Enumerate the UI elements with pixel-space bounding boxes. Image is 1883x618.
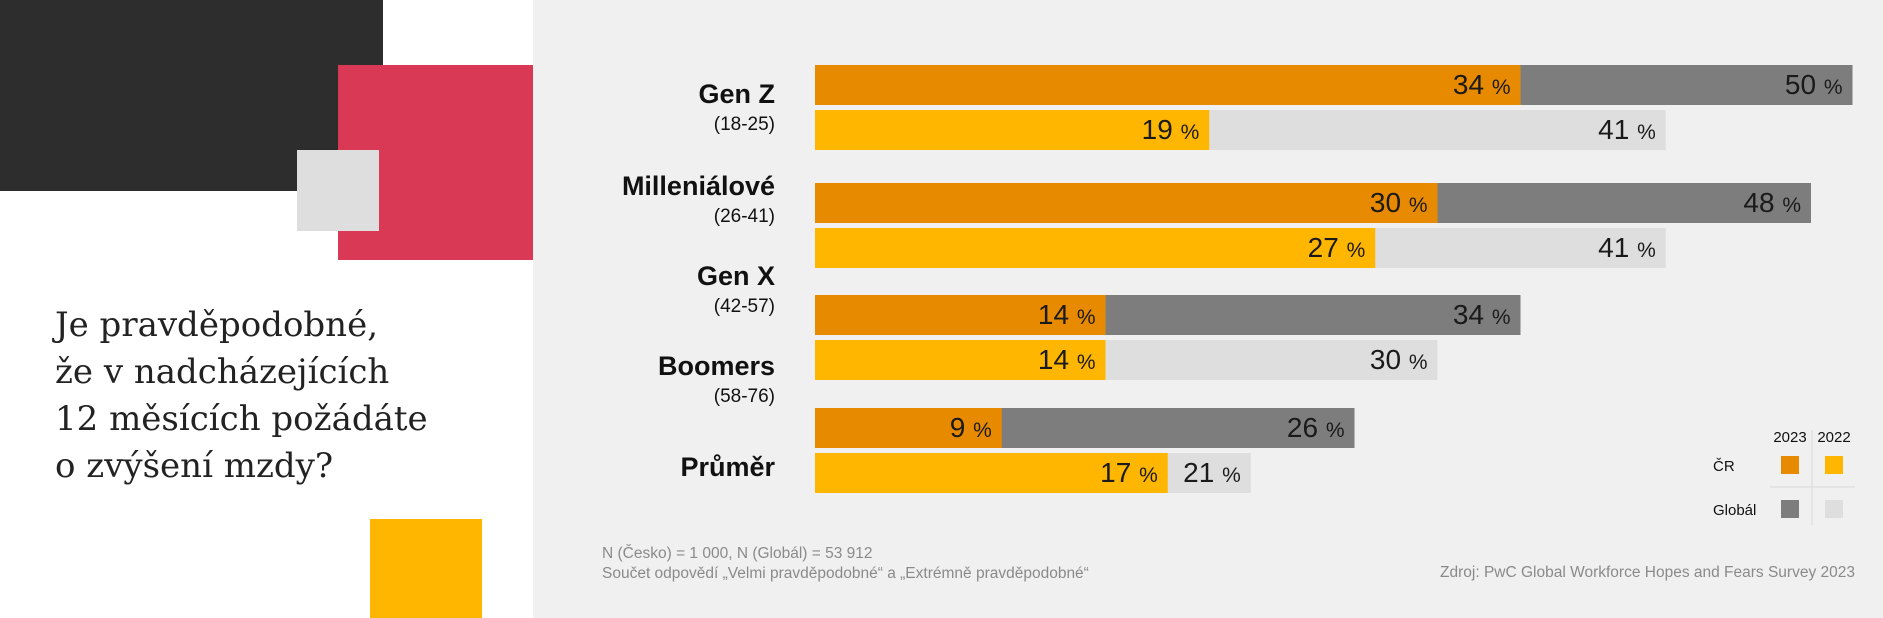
category-age-range: (58-76) [714, 386, 775, 407]
bar-cr-2022 [815, 110, 1210, 150]
data-label-global-2022: 41 % [1598, 114, 1656, 145]
data-label-global-2023: 50 % [1785, 69, 1843, 100]
question-line: o zvýšení mzdy? [55, 446, 334, 486]
legend-swatch-globál-2023 [1781, 500, 1799, 518]
legend-swatch-čr-2022 [1825, 456, 1843, 474]
bar-cr-2023 [815, 183, 1438, 223]
bar-cr-2022 [815, 453, 1168, 493]
decor-yellow-block [370, 519, 482, 618]
legend-year-2022: 2022 [1817, 429, 1850, 446]
bar-cr-2022 [815, 228, 1376, 268]
data-label-cr-2023: 14 % [1038, 299, 1096, 330]
question-line: Je pravděpodobné, [55, 305, 378, 345]
data-label-cr-2022: 17 % [1100, 457, 1158, 488]
legend-swatch-globál-2022 [1825, 500, 1843, 518]
bar-cr-2023 [815, 295, 1106, 335]
legend-row-label: ČR [1713, 458, 1735, 475]
data-label-global-2022: 41 % [1598, 232, 1656, 263]
data-label-global-2023: 48 % [1743, 187, 1801, 218]
category-label: Gen Z [698, 79, 775, 109]
category-label: Gen X [697, 261, 775, 291]
bar-cr-2022 [815, 340, 1106, 380]
data-label-cr-2023: 34 % [1453, 69, 1511, 100]
question-line: 12 měsících požádáte [55, 399, 428, 439]
category-age-range: (18-25) [714, 114, 775, 135]
category-label: Průměr [680, 452, 775, 482]
footnote-definition: Součet odpovědí „Velmi pravděpodobné“ a … [602, 565, 1089, 582]
legend-year-2023: 2023 [1773, 429, 1806, 446]
bar-cr-2023 [815, 408, 1002, 448]
category-age-range: (26-41) [714, 206, 775, 227]
data-label-cr-2022: 27 % [1308, 232, 1366, 263]
category-label: Milleniálové [622, 171, 775, 201]
data-label-global-2022: 30 % [1370, 344, 1428, 375]
data-label-cr-2022: 14 % [1038, 344, 1096, 375]
question-line: že v nadcházejících [55, 352, 390, 392]
data-label-global-2023: 34 % [1453, 299, 1511, 330]
category-age-range: (42-57) [714, 296, 775, 317]
source-note: Zdroj: PwC Global Workforce Hopes and Fe… [1440, 564, 1855, 581]
data-label-global-2023: 26 % [1287, 412, 1345, 443]
data-label-cr-2022: 19 % [1142, 114, 1200, 145]
data-label-global-2022: 21 % [1183, 457, 1241, 488]
data-label-cr-2023: 9 % [950, 412, 992, 443]
category-label: Boomers [658, 351, 775, 381]
legend-swatch-čr-2023 [1781, 456, 1799, 474]
legend-row-label: Globál [1713, 502, 1756, 519]
data-label-cr-2023: 30 % [1370, 187, 1428, 218]
question-title: Je pravděpodobné, že v nadcházejících 12… [55, 302, 495, 490]
bar-cr-2023 [815, 65, 1521, 105]
decor-grey-block [297, 150, 379, 231]
footnote-sample-size: N (Česko) = 1 000, N (Globál) = 53 912 [602, 545, 873, 562]
footnote: N (Česko) = 1 000, N (Globál) = 53 912 S… [602, 544, 1089, 584]
